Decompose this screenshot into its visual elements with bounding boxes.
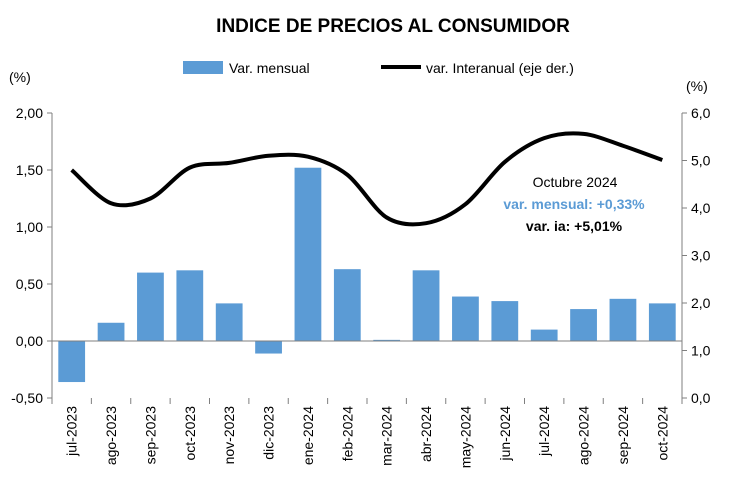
- bar-nov-2023: [215, 303, 243, 341]
- annotation-yoy: var. ia: +5,01%: [526, 218, 623, 234]
- left-axis-unit: (%): [9, 69, 31, 85]
- x-tick-label: dic-2023: [261, 406, 277, 460]
- bar-jun-2024: [491, 301, 519, 341]
- left-tick-label: -0,50: [11, 390, 43, 406]
- right-tick-label: 2,0: [691, 295, 711, 311]
- x-tick-label: sep-2024: [615, 406, 631, 465]
- x-tick-label: feb-2024: [339, 406, 355, 461]
- bar-ago-2023: [97, 322, 125, 341]
- right-axis: 0,0 1,0 2,0 3,0 4,0 5,0 6,0: [682, 105, 711, 406]
- bar-dic-2023: [255, 341, 282, 354]
- right-axis-unit: (%): [686, 78, 708, 94]
- right-tick-label: 5,0: [691, 153, 711, 169]
- bar-oct-2024: [648, 303, 676, 341]
- bar-abr-2024: [412, 270, 440, 341]
- bar-sep-2024: [609, 298, 637, 341]
- right-tick-label: 1,0: [691, 343, 711, 359]
- bar-jul-2024: [530, 329, 558, 341]
- right-tick-label: 4,0: [691, 200, 711, 216]
- bar-mar-2024: [373, 339, 401, 341]
- annotation-monthly: var. mensual: +0,33%: [503, 196, 645, 212]
- left-tick-label: 2,00: [16, 105, 43, 121]
- left-tick-label: 1,00: [16, 219, 43, 235]
- x-tick-label: may-2024: [457, 406, 473, 468]
- annotation-box: Octubre 2024 var. mensual: +0,33% var. i…: [503, 174, 645, 234]
- x-tick-label: mar-2024: [379, 406, 395, 466]
- bar-feb-2024: [333, 269, 361, 341]
- right-tick-label: 6,0: [691, 105, 711, 121]
- left-tick-label: 0,50: [16, 276, 43, 292]
- left-axis: -0,50 0,00 0,50 1,00 1,50 2,00: [11, 105, 52, 406]
- x-tick-label: ago-2024: [576, 406, 592, 465]
- bar-series: [58, 167, 676, 383]
- line-series: [70, 131, 663, 227]
- x-tick-label: ene-2024: [300, 406, 316, 465]
- bar-ago-2024: [570, 309, 597, 341]
- right-tick-label: 3,0: [691, 248, 711, 264]
- bar-may-2024: [452, 296, 479, 341]
- legend: Var. mensual var. Interanual (eje der.): [183, 60, 574, 76]
- right-tick-label: 0,0: [691, 390, 711, 406]
- legend-label-monthly: Var. mensual: [229, 60, 310, 76]
- bar-ene-2024: [294, 167, 322, 341]
- line-yoy: [70, 131, 663, 227]
- left-tick-label: 0,00: [16, 333, 43, 349]
- x-tick-label: jul-2024: [536, 406, 552, 457]
- x-tick-label: oct-2024: [654, 406, 670, 461]
- x-tick-label: ago-2023: [103, 406, 119, 465]
- left-tick-label: 1,50: [16, 162, 43, 178]
- legend-swatch-monthly: [183, 61, 223, 74]
- bar-oct-2023: [176, 270, 204, 341]
- x-tick-label: jun-2024: [497, 406, 513, 462]
- x-tick-label: abr-2024: [418, 406, 434, 462]
- annotation-period: Octubre 2024: [533, 174, 618, 190]
- x-tick-label: sep-2023: [142, 406, 158, 465]
- legend-label-yoy: var. Interanual (eje der.): [426, 60, 574, 76]
- x-tick-label: jul-2023: [64, 406, 80, 457]
- x-tick-label: nov-2023: [221, 406, 237, 465]
- bar-jul-2023: [58, 341, 86, 383]
- bar-sep-2023: [137, 272, 164, 341]
- x-axis-labels: jul-2023 ago-2023 sep-2023 oct-2023 nov-2023…: [51, 398, 683, 468]
- x-tick-label: oct-2023: [182, 406, 198, 461]
- chart-title: INDICE DE PRECIOS AL CONSUMIDOR: [216, 16, 570, 37]
